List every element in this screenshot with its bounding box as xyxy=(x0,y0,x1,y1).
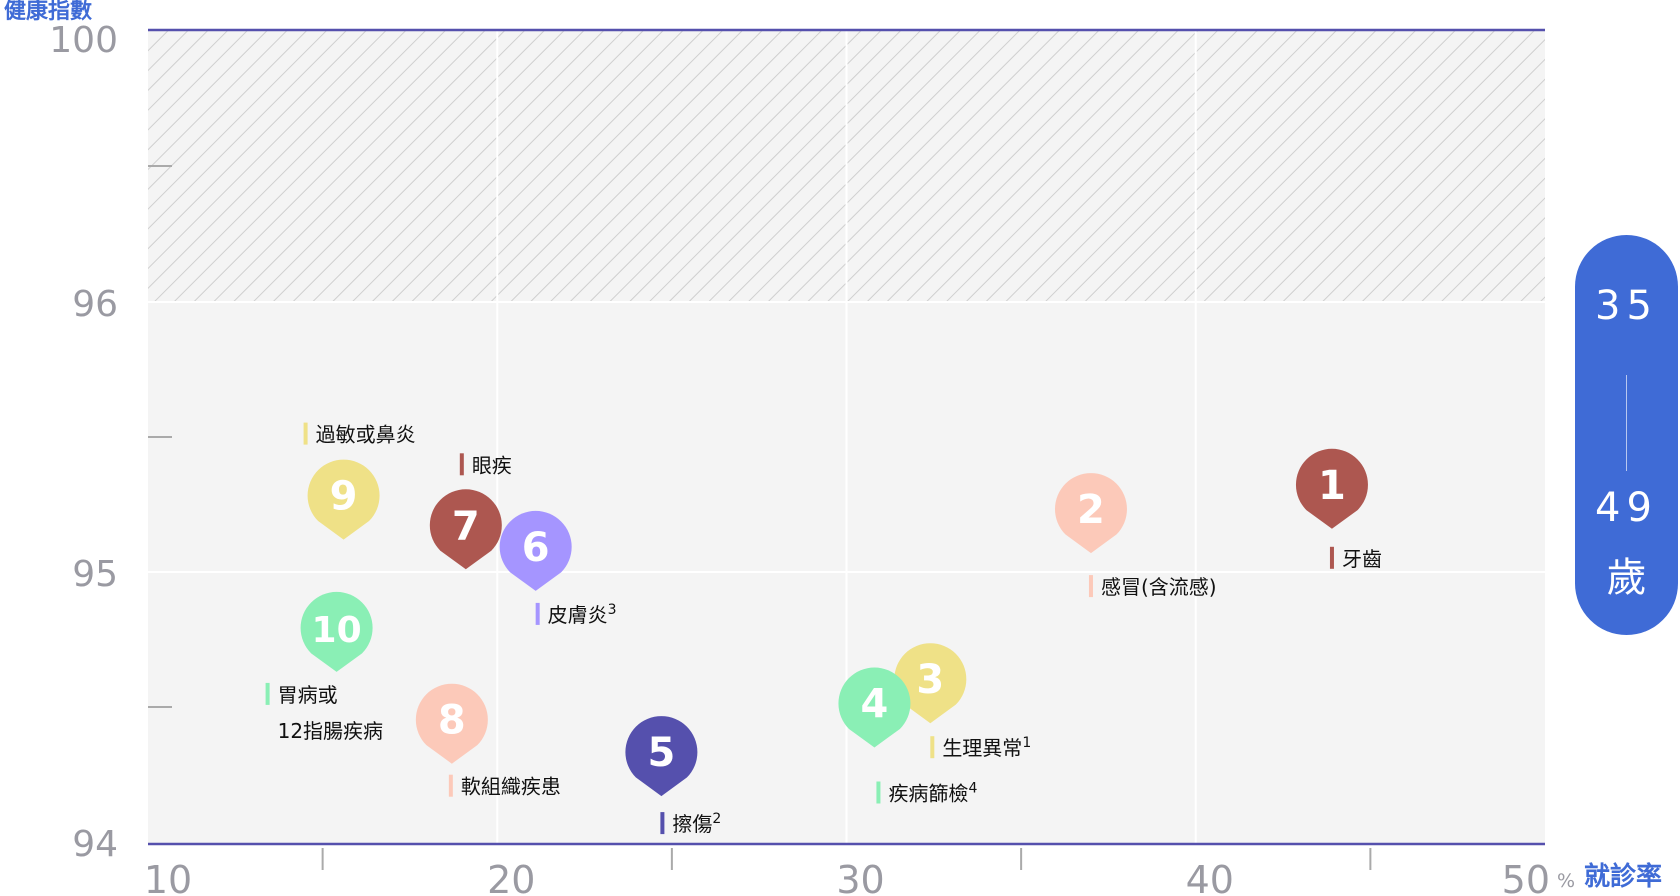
x-tick-label: 20 xyxy=(487,858,535,896)
data-point-10: 10 胃病或 12指腸疾病 xyxy=(265,591,383,743)
data-point-6: 6 皮膚炎3 xyxy=(499,510,617,627)
x-tick-label: 40 xyxy=(1186,858,1234,896)
x-axis-title: 就診率 xyxy=(1584,862,1663,892)
label-color-bar xyxy=(1088,575,1093,598)
point-label: 皮膚炎3 xyxy=(548,602,617,627)
map-pin-marker xyxy=(838,667,911,748)
label-color-bar xyxy=(303,422,308,445)
rank-number: 1 xyxy=(1318,463,1346,509)
x-tick-label: 10 xyxy=(144,858,192,896)
data-point-7: 7 眼疾 xyxy=(429,453,512,570)
rank-number: 3 xyxy=(916,657,944,703)
point-label: 眼疾 xyxy=(472,453,512,477)
point-label: 生理異常1 xyxy=(942,735,1031,760)
footnote-marker: 2 xyxy=(712,811,721,827)
x-axis-unit: % xyxy=(1557,870,1576,892)
label-color-bar xyxy=(1329,546,1334,569)
point-label: 過敏或鼻炎 xyxy=(316,423,416,447)
footnote-marker: 1 xyxy=(1022,735,1031,751)
rank-number: 9 xyxy=(330,474,358,520)
map-pin-marker xyxy=(415,683,488,764)
point-label: 疾病篩檢4 xyxy=(888,781,977,806)
map-pin-marker xyxy=(1054,473,1127,554)
y-tick-label: 94 xyxy=(72,824,118,865)
data-point-3: 3 生理異常1 xyxy=(894,643,1031,760)
x-tick-label: 50 xyxy=(1502,858,1550,896)
map-pin-marker xyxy=(300,591,373,672)
rank-number: 7 xyxy=(452,503,480,549)
label-color-bar xyxy=(459,453,464,476)
footnote-marker: 3 xyxy=(608,602,617,618)
label-color-bar xyxy=(876,781,881,804)
age-unit: 歲 xyxy=(1606,555,1647,601)
data-point-9: 9 過敏或鼻炎 xyxy=(303,422,416,540)
y-tick-label: 95 xyxy=(72,554,118,595)
data-point-2: 2 感冒(含流感) xyxy=(1054,473,1217,599)
age-to: 49 xyxy=(1595,485,1658,531)
label-color-bar xyxy=(660,812,665,835)
rank-number: 4 xyxy=(861,682,889,728)
rank-number: 10 xyxy=(312,610,362,651)
point-label: 牙齒 xyxy=(1342,547,1382,571)
map-pin-marker xyxy=(499,510,572,591)
map-pin-marker xyxy=(1295,448,1368,529)
footnote-marker: 4 xyxy=(968,781,977,797)
point-label: 軟組織疾患 xyxy=(461,775,561,799)
x-tick-label: 30 xyxy=(836,858,884,896)
data-point-1: 1 牙齒 xyxy=(1295,448,1382,571)
label-color-bar xyxy=(265,682,270,705)
map-pin-marker xyxy=(894,643,967,724)
point-label: 感冒(含流感) xyxy=(1101,575,1217,599)
label-color-bar xyxy=(448,774,453,797)
point-label: 胃病或 xyxy=(278,683,338,707)
map-pin-marker xyxy=(625,716,698,797)
y-axis-title: 健康指數 xyxy=(4,0,93,24)
rank-number: 6 xyxy=(522,525,550,571)
age-group-badge: 35 49 歲 xyxy=(1575,235,1678,635)
map-pin-marker xyxy=(307,459,380,540)
rank-number: 8 xyxy=(438,698,466,744)
age-range-divider xyxy=(1626,375,1627,471)
rank-number: 5 xyxy=(647,730,675,776)
age-from: 35 xyxy=(1595,283,1658,329)
label-color-bar xyxy=(930,736,935,759)
data-point-8: 8 軟組織疾患 xyxy=(415,683,561,799)
y-tick-label: 100 xyxy=(49,20,118,61)
label-color-bar xyxy=(535,602,540,625)
map-pin-marker xyxy=(429,489,502,570)
point-label: 12指腸疾病 xyxy=(278,719,383,743)
y-tick-label: 96 xyxy=(72,284,118,325)
rank-number: 2 xyxy=(1077,487,1105,533)
